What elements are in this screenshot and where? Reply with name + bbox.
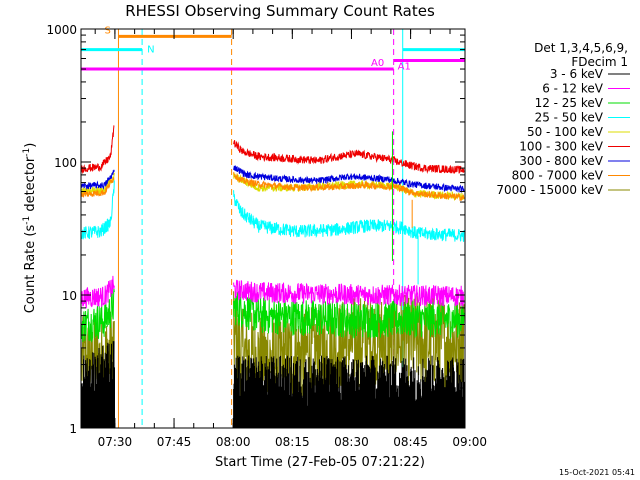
x-axis-label: Start Time (27-Feb-05 07:21:22) [215,455,425,470]
series-800-7000keV-seg-1 [233,171,465,202]
series-100-300keV-seg-1 [233,140,465,174]
series-6-12keV-seg-1 [233,279,465,307]
y-tick-label-100: 100 [54,156,77,170]
series-3-6keV-seg-0 [81,341,115,428]
x-tick-label-08:15: 08:15 [275,435,310,449]
legend-label-4: 50 - 100 keV [527,125,604,139]
plot-marks: S N A0 A1 1 10 100 1000 07:30 07:45 08:00 08:15 08:3… [46,23,487,449]
x-tick-label-07:30: 07:30 [98,435,133,449]
series-6-12keV-seg-0 [81,275,115,309]
x-tick-label-09:00: 09:00 [452,435,487,449]
y-axis-label-end: ) [23,143,38,148]
series-25-50keV-seg-1 [233,190,465,242]
x-tick-label-08:00: 08:00 [216,435,251,449]
y-axis-label-exponent-2: -1 [22,148,32,157]
state-bar-label-A0: A0 [371,58,384,69]
legend-header-decimation: FDecim 1 [571,55,628,69]
legend-label-2: 12 - 25 keV [535,96,604,110]
x-tick-label-08:45: 08:45 [393,435,428,449]
series-100-300keV-seg-0 [81,125,115,175]
legend-label-6: 300 - 800 keV [519,154,603,168]
series-12-25keV-seg-1 [233,291,465,340]
series-800-7000keV-seg-0 [81,177,115,198]
series-12-25keV-seg-0 [81,288,115,343]
series-50-100keV-seg-0 [81,172,115,197]
state-bar-label-N: N [147,45,154,56]
chart-title: RHESSI Observing Summary Count Rates [125,2,435,20]
legend-label-1: 6 - 12 keV [542,82,604,96]
series-300-800keV-seg-0 [81,169,115,191]
y-axis-label-middle: detector [23,156,38,216]
legend-label-8: 7000 - 15000 keV [496,183,603,197]
legend-label-5: 100 - 300 keV [519,140,603,154]
legend-header-detectors: Det 1,3,4,5,6,9, [534,41,628,55]
series-3-6keV-seg-1 [233,355,465,428]
y-axis-label-exponent-1: -1 [22,216,32,225]
generation-timestamp: 15-Oct-2021 05:41 [559,468,635,477]
series-25-50keV-seg-0 [81,180,115,240]
state-bar-label-A1: A1 [398,61,411,72]
legend-label-7: 800 - 7000 keV [512,169,604,183]
y-axis-label: Count Rate (s-1 detector-1) [22,143,38,314]
state-bar-label-S: S [104,25,110,36]
x-tick-label-07:45: 07:45 [157,435,192,449]
y-tick-label-10: 10 [62,289,77,303]
legend-label-0: 3 - 6 keV [550,67,604,81]
y-tick-label-1: 1 [69,422,77,436]
x-tick-label-08:30: 08:30 [334,435,369,449]
legend-label-3: 25 - 50 keV [535,111,604,125]
series-300-800keV-seg-1 [233,165,465,193]
y-tick-label-1000: 1000 [46,23,77,37]
y-axis-label-main: Count Rate (s [23,225,38,314]
